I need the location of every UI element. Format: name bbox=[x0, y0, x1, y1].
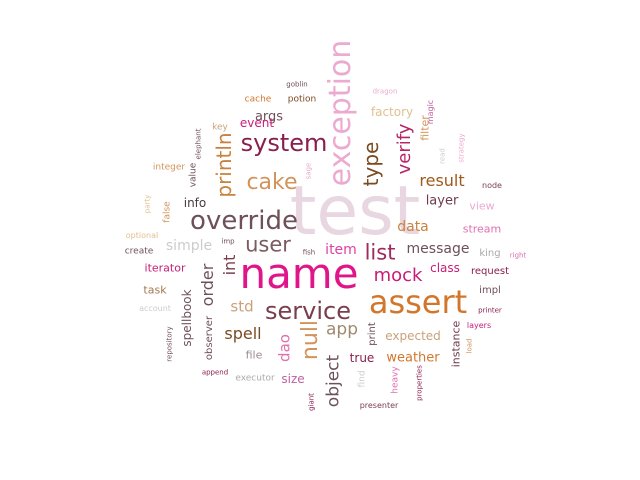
word-observer: observer bbox=[204, 315, 215, 361]
word-object: object bbox=[323, 354, 344, 408]
word-test: test bbox=[289, 172, 421, 251]
word-executor: executor bbox=[235, 373, 275, 384]
word-value: value bbox=[188, 162, 199, 188]
word-factory: factory bbox=[370, 105, 414, 119]
word-size: size bbox=[281, 372, 305, 386]
word-magic: magic bbox=[426, 99, 435, 125]
word-event: event bbox=[239, 116, 275, 130]
word-properties: properties bbox=[415, 365, 424, 401]
word-repository: repository bbox=[165, 326, 174, 362]
word-false: false bbox=[162, 201, 173, 223]
word-list: list bbox=[364, 240, 396, 265]
word-create: create bbox=[124, 246, 154, 257]
word-impl: impl bbox=[479, 285, 501, 296]
word-println: println bbox=[212, 132, 236, 198]
word-imp: imp bbox=[221, 237, 235, 246]
word-spell: spell bbox=[224, 324, 262, 343]
word-elephant: elephant bbox=[194, 128, 203, 160]
word-integer: integer bbox=[152, 162, 186, 173]
word-dao: dao bbox=[275, 334, 294, 362]
word-print: print bbox=[367, 322, 378, 346]
word-true: true bbox=[349, 351, 375, 365]
word-result: result bbox=[419, 171, 465, 190]
word-args: args bbox=[254, 109, 284, 125]
word-int: int bbox=[220, 254, 239, 276]
word-view: view bbox=[469, 199, 495, 213]
word-read: read bbox=[438, 148, 447, 164]
word-class: class bbox=[430, 261, 460, 275]
word-user: user bbox=[245, 232, 291, 257]
word-append: append bbox=[201, 368, 229, 377]
word-exception: exception bbox=[323, 39, 358, 187]
word-dragon: dragon bbox=[372, 87, 398, 96]
word-assert: assert bbox=[368, 283, 468, 321]
word-name: name bbox=[239, 249, 359, 298]
word-presenter: presenter bbox=[359, 401, 399, 410]
word-request: request bbox=[470, 266, 510, 277]
word-task: task bbox=[143, 283, 167, 297]
word-account: account bbox=[139, 304, 171, 313]
word-file: file bbox=[245, 348, 263, 362]
word-app: app bbox=[326, 319, 358, 340]
word-king: king bbox=[479, 248, 501, 259]
word-expected: expected bbox=[385, 329, 441, 343]
word-verify: verify bbox=[394, 123, 415, 175]
word-order: order bbox=[198, 263, 217, 307]
word-party: party bbox=[143, 194, 152, 214]
word-type: type bbox=[359, 141, 383, 187]
word-heavy: heavy bbox=[390, 366, 401, 394]
word-key: key bbox=[212, 122, 228, 133]
word-item: item bbox=[325, 242, 357, 258]
word-data: data bbox=[397, 219, 429, 235]
word-node: node bbox=[482, 181, 502, 190]
word-potion: potion bbox=[287, 94, 317, 105]
word-load: load bbox=[465, 338, 474, 354]
word-cake: cake bbox=[246, 170, 298, 195]
word-null: null bbox=[298, 319, 323, 361]
word-mock: mock bbox=[373, 265, 423, 286]
word-info: info bbox=[183, 196, 207, 210]
word-weather: weather bbox=[386, 350, 440, 366]
word-find: find bbox=[357, 370, 368, 388]
word-fish: fish bbox=[302, 248, 316, 257]
word-cache: cache bbox=[244, 94, 272, 105]
word-iterator: iterator bbox=[144, 261, 186, 275]
word-simple: simple bbox=[165, 238, 213, 254]
word-override: override bbox=[190, 206, 298, 236]
word-printer: printer bbox=[478, 306, 502, 315]
word-sage: sage bbox=[304, 162, 313, 180]
word-system: system bbox=[240, 129, 328, 157]
word-spellbook: spellbook bbox=[180, 289, 194, 347]
word-std: std bbox=[230, 297, 254, 316]
word-stream: stream bbox=[462, 222, 502, 236]
word-message: message bbox=[406, 241, 470, 257]
word-giant: giant bbox=[307, 393, 316, 411]
word-optional: optional bbox=[125, 231, 159, 240]
word-right: right bbox=[509, 251, 527, 260]
word-strategy: strategy bbox=[457, 133, 466, 163]
word-layers: layers bbox=[466, 321, 492, 330]
word-layer: layer bbox=[425, 193, 459, 209]
word-service: service bbox=[265, 297, 351, 325]
word-instance: instance bbox=[449, 320, 463, 368]
word-goblin: goblin bbox=[286, 80, 308, 89]
